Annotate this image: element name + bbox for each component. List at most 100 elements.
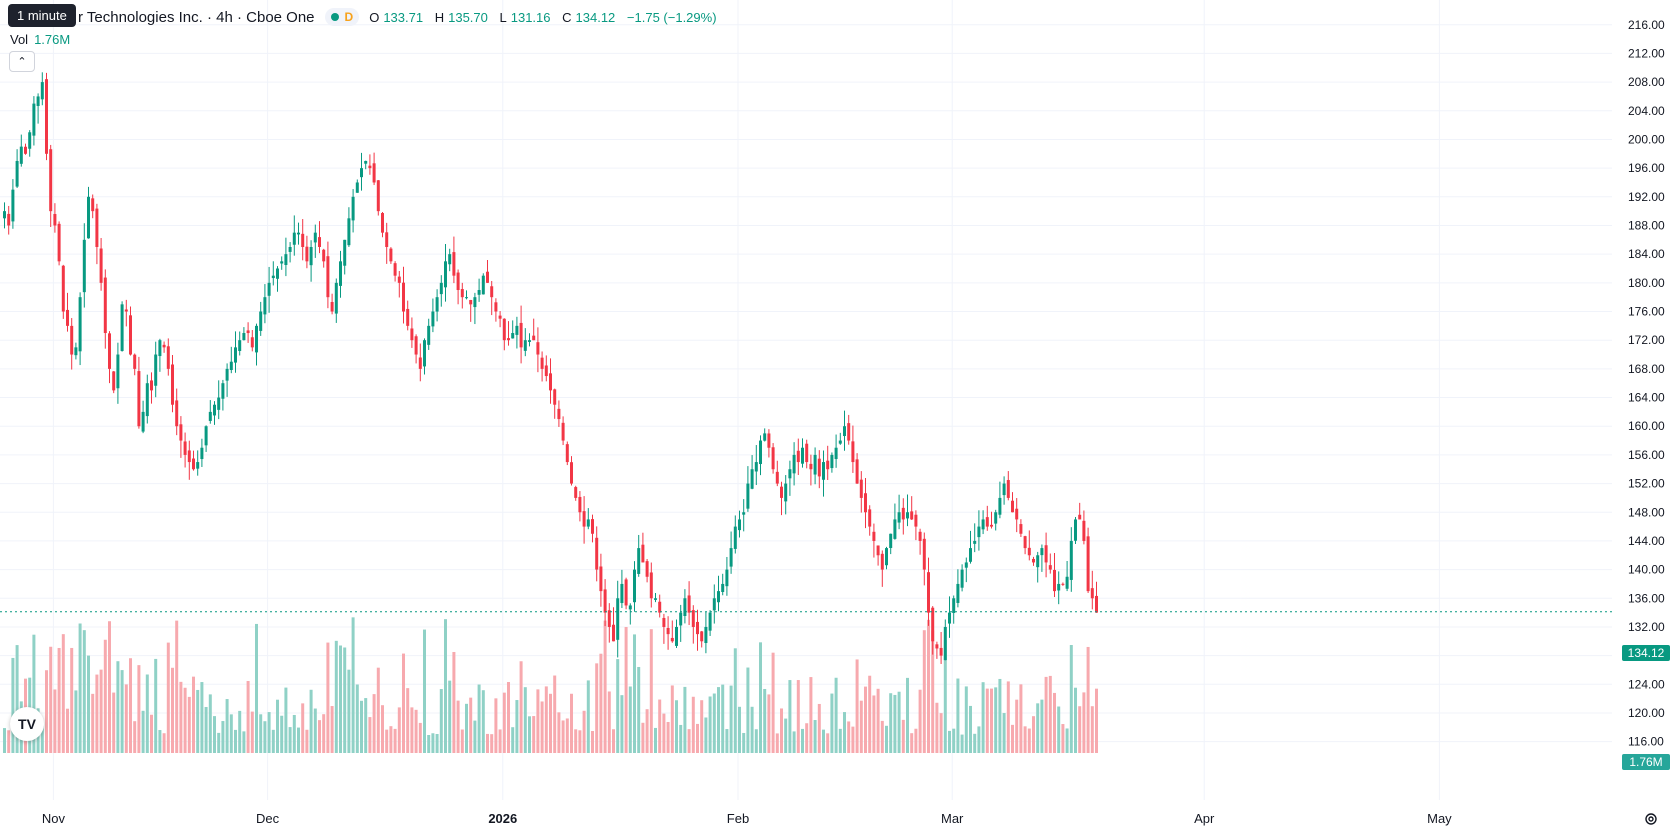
volume-bar [74,690,78,753]
volume-tag-label: 1.76M [1629,755,1662,769]
candle-body [234,347,237,363]
volume-bar [1006,681,1010,753]
candle-body [809,463,813,470]
volume-bar [607,691,611,753]
volume-bar [948,730,951,753]
candles [3,72,1098,664]
volume-bar [418,722,422,753]
candle-body [486,271,489,283]
candle-body [1065,576,1069,589]
volume-bar [649,629,653,753]
candle-body [120,304,124,351]
candle-body [729,548,733,567]
volume-bar [704,717,708,753]
y-tick-label: 200.00 [1628,132,1665,146]
volume-bar [994,687,998,753]
volume-bar [981,682,985,753]
tradingview-logo-icon[interactable]: TV [10,707,44,741]
candle-body [360,168,363,178]
candle-body [381,213,384,233]
candle-body [192,458,195,470]
candle-body [208,411,212,421]
candle-body [612,624,615,642]
open-value: 133.71 [383,9,424,25]
candle-body [28,132,32,149]
candle-body [431,311,435,327]
candle-body [1015,508,1019,520]
volume-bar [1048,675,1052,753]
volume-bar [780,708,783,753]
volume-bar [66,708,69,753]
volume-bar [1065,728,1069,753]
candle-body [565,444,569,463]
volume-bar [238,710,242,753]
candle-body [851,441,855,463]
candle-body [767,433,771,448]
candle-body [40,82,44,100]
settings-gear-icon[interactable] [1644,812,1658,826]
y-tick-label: 124.00 [1628,677,1665,691]
volume-bar [549,693,552,753]
candle-body [901,507,905,520]
volume-bar [931,630,935,753]
price-axis[interactable]: 216.00 212.00 208.00 204.00 200.00 196.00 192.… [1628,18,1665,749]
volume-bar [57,647,61,753]
volume-bar [129,658,132,753]
candle-body [859,479,863,498]
open-label: O [369,9,380,25]
volume-bar [150,714,153,753]
volume-bar [864,686,867,753]
candle-body [129,315,132,355]
volume-bar [582,710,586,753]
status-pill[interactable]: D [324,8,360,26]
candle-body [347,218,351,246]
volume-bar [637,666,641,753]
candle-body [460,289,464,298]
volume-bar [179,681,183,753]
volume-bar [171,667,174,753]
volume-bar [70,647,74,753]
candle-body [221,383,225,399]
candle-body [45,79,48,154]
volume-bar [599,653,603,753]
volume-bar [53,689,57,753]
candle-body [99,248,103,283]
collapse-legend-button[interactable]: ⌃ [9,51,35,72]
volume-bar [292,714,296,753]
volume-bar [242,731,246,753]
close-label: C [562,9,572,25]
volume-bar [507,682,510,753]
candle-body [66,309,69,326]
volume-bars [3,617,1098,753]
candle-body [267,282,271,296]
time-axis[interactable]: Nov Dec 2026 Feb Mar Apr May [42,811,1452,826]
candle-body [78,297,82,352]
candle-body [166,346,170,369]
candle-body [301,233,305,247]
volume-bar [666,721,670,753]
volume-label: Vol [10,32,29,47]
candle-body [372,163,376,183]
volume-bar [1061,724,1065,753]
volume-bar [225,699,229,753]
volume-bar [1036,703,1040,753]
volume-bar [112,692,116,753]
candle-body [1040,548,1044,556]
volume-bar [738,706,741,753]
volume-bar [796,680,800,753]
candle-body [750,469,754,489]
y-tick-label: 184.00 [1628,247,1665,261]
volume-bar [612,729,615,753]
candle-body [637,548,641,574]
volume-bar [217,732,221,753]
y-tick-label: 136.00 [1628,591,1665,605]
symbol-title[interactable]: r Technologies Inc. · 4h · Cboe One [78,8,315,26]
y-tick-label: 116.00 [1628,735,1664,749]
volume-bar [1040,699,1044,753]
volume-bar [788,680,792,753]
x-tick-label: May [1427,811,1452,826]
volume-bar [351,617,355,753]
volume-bar [830,693,834,753]
